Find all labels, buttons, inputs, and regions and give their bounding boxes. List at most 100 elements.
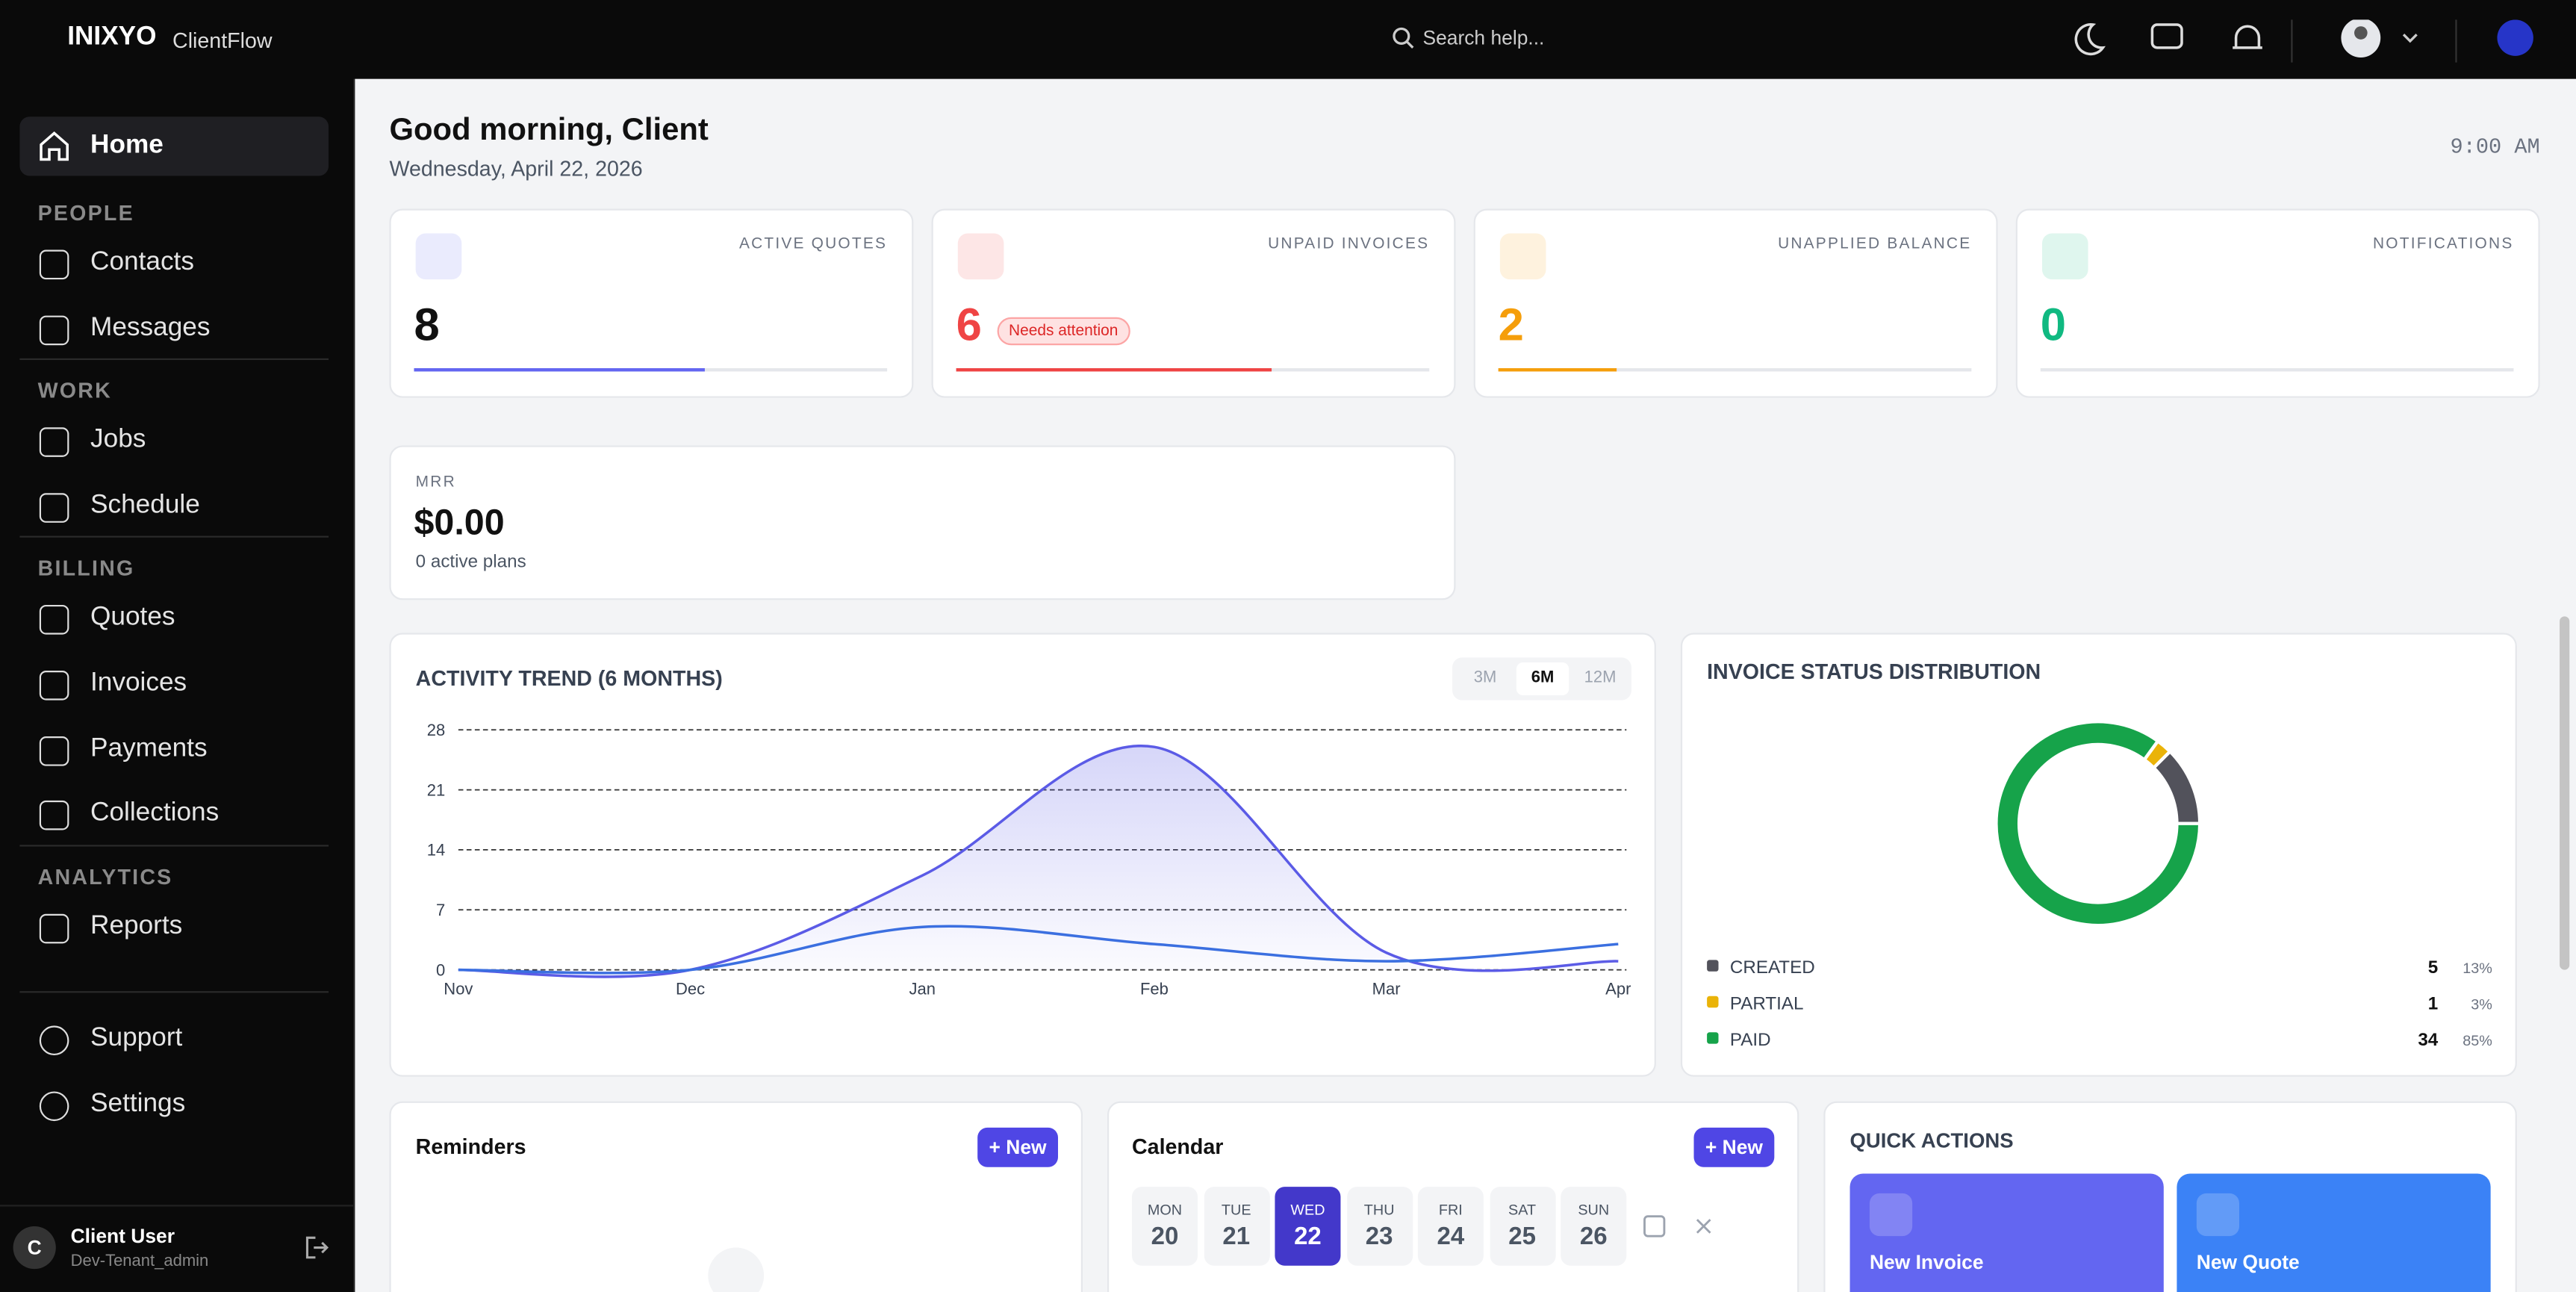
nav-icon: [39, 801, 69, 830]
kpi-track: [2040, 368, 2514, 372]
nav-item[interactable]: Settings: [90, 1089, 186, 1117]
calendar-icons: [1643, 1215, 1711, 1237]
quick-action[interactable]: [2177, 1173, 2491, 1292]
user-role: Dev-Tenant_admin: [70, 1252, 209, 1271]
nav-icon: [39, 1090, 69, 1120]
divider: [19, 991, 329, 993]
empty-icon: [708, 1247, 765, 1292]
kpi-value: 6: [956, 299, 982, 350]
day-date: 21: [1222, 1223, 1251, 1251]
day-name: SUN: [1578, 1201, 1610, 1218]
time: 9:00 AM: [2450, 134, 2540, 160]
day-name: FRI: [1438, 1201, 1463, 1218]
kpi-card: [1473, 208, 1998, 398]
day-name: MON: [1147, 1201, 1183, 1218]
greeting: Good morning, Client: [389, 113, 709, 149]
calendar-title: Calendar: [1132, 1134, 1224, 1159]
kpi-bar: [414, 368, 706, 372]
nav-item[interactable]: Schedule: [90, 491, 200, 520]
range-option[interactable]: 12M: [1584, 668, 1617, 688]
nav-icon: [39, 913, 69, 943]
calendar-day[interactable]: WED 22: [1275, 1187, 1341, 1266]
section-title: BILLING: [37, 556, 135, 581]
day-name: THU: [1363, 1201, 1395, 1218]
sidebar: [0, 0, 355, 1292]
kpi-bar: [956, 368, 1272, 372]
logout-icon[interactable]: [305, 1236, 329, 1259]
divider: [19, 358, 329, 361]
section-title: ANALYTICS: [37, 864, 173, 889]
day-name: WED: [1290, 1201, 1325, 1218]
nav-icon: [39, 249, 69, 280]
kpi-value: 8: [414, 299, 440, 350]
logo: INIXYO: [67, 22, 157, 52]
nav-item[interactable]: Quotes: [90, 603, 175, 633]
calendar-day[interactable]: FRI 24: [1417, 1187, 1484, 1266]
range-option[interactable]: 6M: [1516, 662, 1569, 696]
day-name: SAT: [1508, 1201, 1537, 1218]
kpi-icon: [415, 233, 462, 280]
nav-icon: [39, 314, 69, 345]
range-option[interactable]: 3M: [1473, 668, 1497, 688]
nav-home[interactable]: Home: [90, 131, 164, 160]
calendar-day[interactable]: MON 20: [1132, 1187, 1198, 1266]
calendar-day[interactable]: TUE 21: [1203, 1187, 1269, 1266]
nav-item[interactable]: Collections: [90, 799, 220, 827]
day-date: 20: [1151, 1223, 1179, 1251]
reminders-title: Reminders: [415, 1134, 526, 1159]
mrr-note: 0 active plans: [415, 552, 526, 572]
day-name: TUE: [1221, 1201, 1251, 1218]
kpi-icon: [1499, 233, 1546, 280]
home-active[interactable]: [19, 117, 329, 176]
invoice-title: INVOICE STATUS DISTRIBUTION: [1707, 659, 2041, 684]
divider: [19, 844, 329, 847]
day-date: 22: [1294, 1223, 1322, 1251]
calendar-day[interactable]: SUN 26: [1561, 1187, 1627, 1266]
nav-icon: [39, 492, 69, 523]
kpi-icon: [957, 233, 1004, 280]
scrollbar: [2560, 616, 2570, 970]
section-title: WORK: [37, 378, 112, 403]
day-date: 24: [1437, 1223, 1465, 1251]
nav-icon: [39, 671, 69, 701]
nav-icon: [39, 605, 69, 636]
home-icon: [40, 131, 69, 161]
nav-item[interactable]: Messages: [90, 313, 211, 341]
quick-icon: [2196, 1193, 2240, 1237]
topbar: [0, 0, 2576, 79]
kpi-badge: Needs attention: [997, 317, 1130, 346]
date: Wednesday, April 22, 2026: [389, 156, 643, 181]
kpi-card: [389, 208, 914, 398]
nav-item[interactable]: Payments: [90, 733, 208, 763]
nav-icon: [39, 736, 69, 765]
product: ClientFlow: [172, 28, 273, 53]
calendar-day[interactable]: SAT 25: [1489, 1187, 1555, 1266]
quick-label: New Quote: [2196, 1250, 2300, 1274]
nav-item[interactable]: Reports: [90, 912, 183, 940]
search[interactable]: Search help...: [1422, 26, 1545, 50]
nav-item[interactable]: Jobs: [90, 426, 146, 454]
quick-title: QUICK ACTIONS: [1849, 1129, 2014, 1152]
day-date: 23: [1365, 1223, 1393, 1251]
activity-title: ACTIVITY TREND (6 MONTHS): [415, 665, 723, 691]
reminder-new[interactable]: + New: [977, 1127, 1058, 1167]
nav-icon: [39, 1025, 69, 1056]
topbar-icons: [2074, 19, 2533, 63]
quick-icon: [1869, 1193, 1913, 1237]
quick-action[interactable]: [1849, 1173, 2164, 1292]
nav-item[interactable]: Support: [90, 1024, 183, 1052]
nav-item[interactable]: Contacts: [90, 248, 194, 276]
nav-item[interactable]: Invoices: [90, 668, 187, 698]
day-date: 25: [1508, 1223, 1536, 1251]
kpi-card: [2015, 208, 2540, 398]
calendar-new[interactable]: + New: [1693, 1127, 1775, 1167]
search-icon: [1393, 27, 1414, 49]
kpi-label: NOTIFICATIONS: [2372, 235, 2514, 253]
day-date: 26: [1579, 1223, 1608, 1251]
calendar-day[interactable]: THU 23: [1346, 1187, 1413, 1266]
avatar: C: [13, 1226, 56, 1270]
kpi-value: 0: [2040, 299, 2067, 350]
kpi-label: ACTIVE QUOTES: [738, 235, 888, 253]
